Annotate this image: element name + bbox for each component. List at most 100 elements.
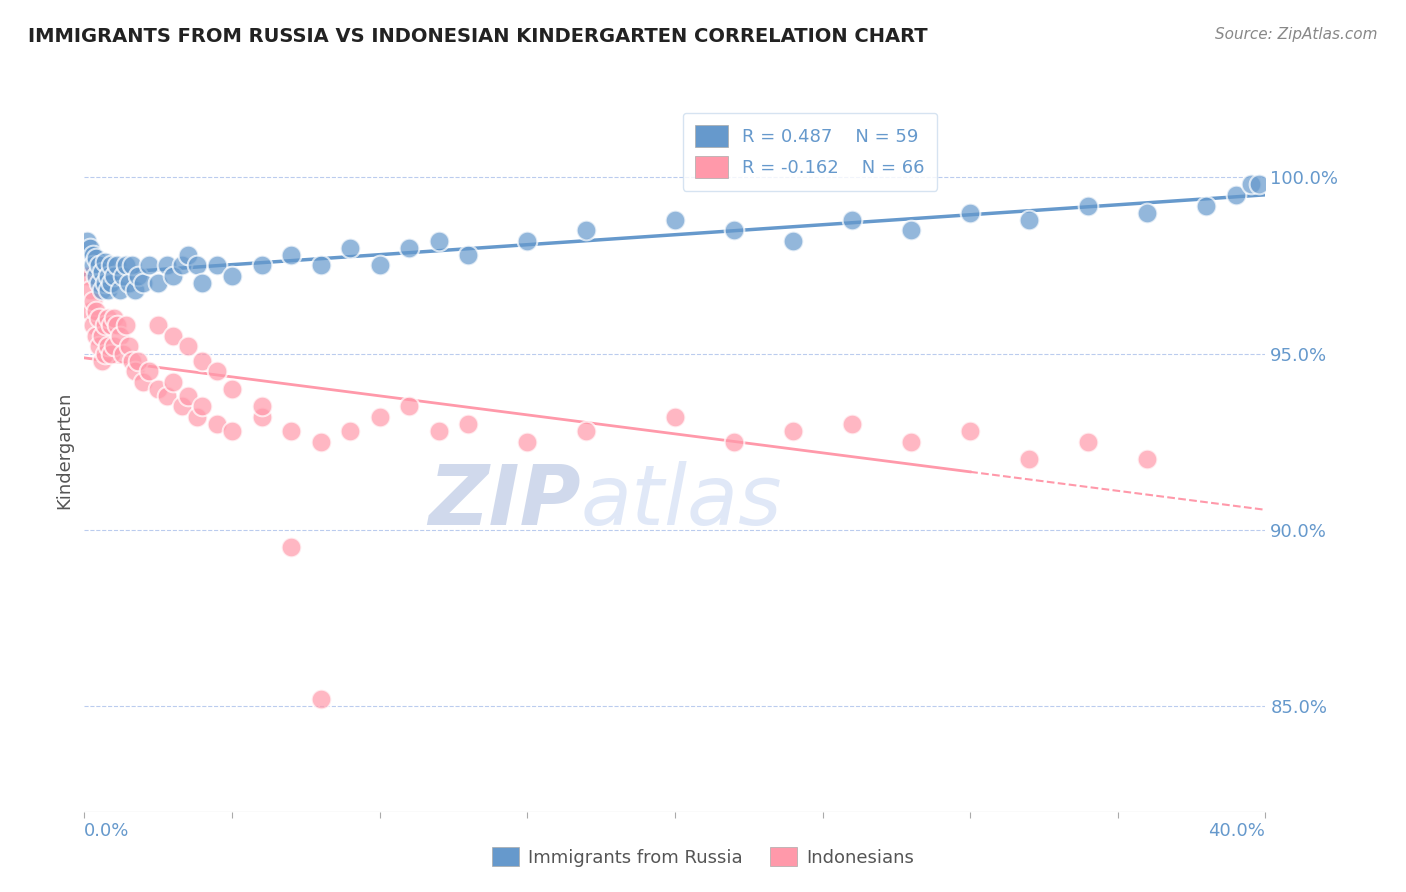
- Point: [127, 268, 149, 283]
- Point: [121, 259, 143, 273]
- Point: [575, 223, 598, 237]
- Point: [250, 259, 273, 273]
- Point: [221, 424, 243, 438]
- Point: [100, 276, 122, 290]
- Text: ZIP: ZIP: [427, 460, 581, 541]
- Text: Source: ZipAtlas.com: Source: ZipAtlas.com: [1215, 27, 1378, 42]
- Point: [105, 318, 128, 333]
- Point: [97, 311, 120, 326]
- Point: [723, 223, 745, 237]
- Point: [186, 259, 208, 273]
- Point: [114, 259, 136, 273]
- Point: [82, 318, 104, 333]
- Point: [103, 268, 125, 283]
- Point: [339, 424, 361, 438]
- Point: [132, 276, 155, 290]
- Point: [207, 259, 229, 273]
- Point: [368, 259, 391, 273]
- Y-axis label: Kindergarten: Kindergarten: [55, 392, 73, 509]
- Point: [457, 417, 479, 431]
- Point: [339, 241, 361, 255]
- Point: [1136, 452, 1159, 467]
- Point: [191, 353, 214, 368]
- Point: [170, 259, 193, 273]
- Point: [250, 409, 273, 424]
- Point: [782, 424, 804, 438]
- Point: [114, 318, 136, 333]
- Point: [94, 276, 117, 290]
- Point: [79, 241, 101, 255]
- Point: [1018, 212, 1040, 227]
- Point: [207, 364, 229, 378]
- Point: [1018, 452, 1040, 467]
- Point: [1240, 178, 1263, 192]
- Point: [309, 259, 332, 273]
- Point: [959, 205, 981, 219]
- Point: [79, 283, 101, 297]
- Point: [162, 375, 184, 389]
- Point: [1195, 198, 1218, 212]
- Text: atlas: atlas: [581, 460, 782, 541]
- Point: [177, 248, 200, 262]
- Point: [124, 364, 146, 378]
- Point: [1249, 178, 1271, 192]
- Point: [162, 329, 184, 343]
- Point: [162, 268, 184, 283]
- Point: [900, 434, 922, 449]
- Point: [97, 283, 120, 297]
- Point: [250, 400, 273, 414]
- Point: [87, 276, 111, 290]
- Point: [127, 353, 149, 368]
- Point: [124, 283, 146, 297]
- Point: [1077, 434, 1099, 449]
- Point: [280, 541, 302, 555]
- Point: [427, 234, 450, 248]
- Point: [111, 268, 134, 283]
- Point: [82, 248, 104, 262]
- Legend: R = 0.487    N = 59, R = -0.162    N = 66: R = 0.487 N = 59, R = -0.162 N = 66: [683, 112, 938, 191]
- Point: [309, 434, 332, 449]
- Point: [309, 692, 332, 706]
- Point: [84, 304, 107, 318]
- Point: [516, 434, 538, 449]
- Point: [84, 252, 107, 266]
- Point: [516, 234, 538, 248]
- Point: [138, 364, 160, 378]
- Point: [91, 283, 114, 297]
- Point: [664, 212, 686, 227]
- Point: [97, 268, 120, 283]
- Legend: Immigrants from Russia, Indonesians: Immigrants from Russia, Indonesians: [485, 840, 921, 874]
- Point: [94, 255, 117, 269]
- Point: [76, 268, 98, 283]
- Point: [91, 265, 114, 279]
- Point: [100, 259, 122, 273]
- Point: [118, 339, 141, 353]
- Point: [103, 311, 125, 326]
- Point: [87, 339, 111, 353]
- Point: [1136, 205, 1159, 219]
- Point: [148, 382, 170, 396]
- Point: [1225, 188, 1247, 202]
- Point: [84, 268, 107, 283]
- Point: [398, 400, 420, 414]
- Point: [207, 417, 229, 431]
- Point: [280, 248, 302, 262]
- Point: [87, 259, 111, 273]
- Point: [191, 400, 214, 414]
- Point: [221, 268, 243, 283]
- Point: [398, 241, 420, 255]
- Point: [427, 424, 450, 438]
- Text: 40.0%: 40.0%: [1209, 822, 1265, 840]
- Point: [575, 424, 598, 438]
- Point: [105, 259, 128, 273]
- Point: [108, 329, 131, 343]
- Point: [100, 318, 122, 333]
- Point: [191, 276, 214, 290]
- Point: [177, 389, 200, 403]
- Point: [132, 375, 155, 389]
- Point: [82, 293, 104, 308]
- Point: [148, 276, 170, 290]
- Point: [841, 417, 863, 431]
- Point: [108, 283, 131, 297]
- Point: [100, 346, 122, 360]
